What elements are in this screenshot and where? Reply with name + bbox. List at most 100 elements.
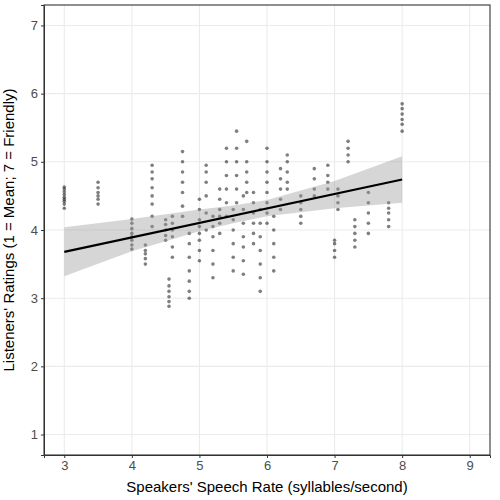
point — [387, 206, 391, 210]
y-axis-tick-label: 3 — [31, 291, 38, 306]
x-axis-tick-label: 3 — [61, 458, 68, 473]
point — [258, 290, 262, 294]
point — [279, 167, 283, 171]
point — [333, 238, 337, 242]
point — [144, 262, 148, 266]
point — [400, 118, 404, 122]
point — [252, 191, 256, 195]
point — [235, 174, 239, 178]
x-axis-tick-label: 4 — [129, 458, 136, 473]
y-grid-line — [44, 366, 490, 367]
point — [62, 185, 66, 189]
point — [272, 255, 276, 259]
point — [252, 221, 256, 225]
point — [265, 191, 269, 195]
point — [181, 180, 185, 184]
point — [285, 153, 289, 157]
point — [171, 255, 175, 259]
point — [242, 273, 246, 277]
point — [265, 180, 269, 184]
point — [242, 221, 246, 225]
y-axis-tick: 6 — [31, 86, 44, 101]
point — [367, 232, 371, 236]
point — [367, 221, 371, 225]
point — [231, 269, 235, 273]
chart: 34567891234567Speakers' Speech Rate (syl… — [0, 0, 500, 500]
point — [171, 245, 175, 249]
point — [387, 211, 391, 215]
point — [346, 153, 350, 157]
x-axis: 3456789 — [45, 455, 491, 473]
point — [167, 284, 171, 288]
x-axis-tick: 5 — [196, 455, 203, 473]
y-axis-line — [41, 6, 45, 456]
point — [218, 232, 222, 236]
point — [181, 170, 185, 174]
point — [96, 194, 100, 198]
x-axis-tick: 6 — [264, 455, 271, 473]
y-axis-tick-label: 4 — [31, 223, 38, 238]
point — [353, 232, 357, 236]
point — [225, 174, 229, 178]
point — [252, 232, 256, 236]
point — [231, 228, 235, 232]
point — [150, 170, 154, 174]
point — [367, 211, 371, 215]
point — [187, 296, 191, 300]
point — [204, 163, 208, 167]
point — [400, 123, 404, 127]
point — [198, 259, 202, 263]
point — [333, 255, 337, 259]
point — [198, 198, 202, 202]
point — [400, 102, 404, 106]
y-axis-tick: 5 — [31, 154, 44, 169]
point — [285, 160, 289, 164]
fit-line — [64, 180, 402, 252]
confidence-band — [64, 156, 402, 276]
point — [187, 269, 191, 273]
point — [181, 150, 185, 154]
point — [235, 201, 239, 205]
point — [235, 187, 239, 191]
point — [285, 187, 289, 191]
grid — [44, 5, 490, 455]
point — [150, 194, 154, 198]
point — [285, 170, 289, 174]
point — [242, 259, 246, 263]
point — [245, 160, 249, 164]
point — [167, 295, 171, 299]
point — [258, 221, 262, 225]
y-axis-tick-label: 7 — [31, 18, 38, 33]
y-axis-tick: 2 — [31, 359, 44, 374]
point — [144, 252, 148, 256]
point — [187, 242, 191, 246]
y-axis-title: Listeners' Ratings (1 = Mean; 7 = Friend… — [0, 89, 17, 372]
point — [313, 177, 317, 181]
point — [353, 238, 357, 242]
y-axis-tick-mark — [41, 435, 44, 436]
point — [225, 146, 229, 150]
point — [353, 225, 357, 229]
point — [272, 242, 276, 246]
point — [242, 235, 246, 239]
point — [96, 198, 100, 202]
point — [326, 174, 330, 178]
point — [242, 194, 246, 198]
point — [242, 245, 246, 249]
y-axis-tick: 7 — [31, 18, 44, 33]
point — [400, 107, 404, 111]
y-axis-tick-label: 1 — [31, 427, 38, 442]
x-axis-tick: 9 — [467, 455, 474, 473]
point — [346, 140, 350, 144]
point — [299, 221, 303, 225]
marks — [62, 102, 403, 308]
point — [245, 191, 249, 195]
point — [326, 163, 330, 167]
point — [353, 245, 357, 249]
y-axis-tick-mark — [41, 366, 44, 367]
point — [265, 146, 269, 150]
x-axis-tick: 3 — [61, 455, 68, 473]
point — [181, 191, 185, 195]
point — [187, 255, 191, 259]
point — [181, 204, 185, 208]
